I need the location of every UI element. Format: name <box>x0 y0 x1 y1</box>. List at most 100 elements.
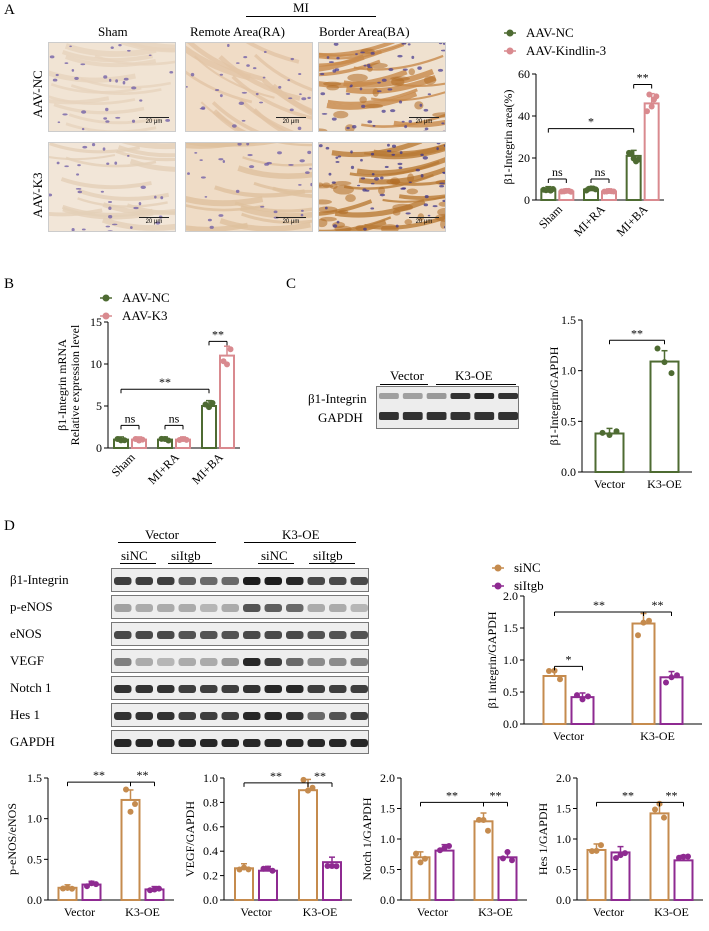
blot-band <box>221 604 239 612</box>
nucleus <box>370 152 375 156</box>
col-header-remote: Remote Area(RA) <box>190 24 285 39</box>
nucleus <box>106 162 110 165</box>
data-point <box>500 855 506 862</box>
data-point <box>88 880 95 887</box>
brown-stain <box>319 184 334 189</box>
sig-label: ** <box>637 71 649 85</box>
blot-band <box>135 631 153 639</box>
d-row-label: Notch 1 <box>10 680 52 695</box>
tissue-fiber <box>217 43 300 64</box>
blot-background <box>112 677 368 699</box>
blot-band <box>157 685 175 693</box>
legend-label: siItgb <box>514 578 544 593</box>
tissue-fiber <box>186 204 265 212</box>
blot-band <box>350 658 368 666</box>
x-tick-label: K3-OE <box>647 477 682 491</box>
nucleus <box>427 93 432 96</box>
data-point <box>60 885 66 892</box>
y-tick-label: 1.5 <box>380 802 395 816</box>
band-gapdh <box>498 412 518 420</box>
nucleus <box>75 188 82 190</box>
nucleus <box>387 88 393 91</box>
nucleus <box>381 78 387 82</box>
tissue-fiber <box>382 187 445 203</box>
nucleus <box>334 68 340 72</box>
nucleus <box>419 103 423 107</box>
nucleus <box>405 212 411 215</box>
tissue-fiber <box>64 43 157 57</box>
blot-band <box>329 685 347 693</box>
nucleus <box>105 225 111 228</box>
nucleus <box>259 101 264 104</box>
chart-d-peNOS: 0.0 0.5 1.0 1.5 p-eNOS/eNOS Vector K3-OE ** ** <box>5 768 174 919</box>
y-tick-label: 1.0 <box>203 771 218 785</box>
nucleus <box>55 73 59 77</box>
micrograph-r1-c0: 20 μm <box>48 142 176 232</box>
data-point <box>446 842 452 849</box>
tissue-fiber <box>101 217 175 231</box>
data-point <box>437 847 443 854</box>
panel-d-label: D <box>4 518 15 534</box>
blot-band <box>114 658 132 666</box>
band-b1integrin <box>498 393 518 399</box>
blot-band <box>157 631 175 639</box>
tissue-fiber <box>115 149 175 162</box>
nucleus <box>287 79 291 82</box>
y-tick-label: 0.0 <box>27 893 42 907</box>
d-sub-line-2 <box>168 563 212 564</box>
nucleus <box>103 117 108 120</box>
brown-stain <box>332 184 354 195</box>
tissue-fiber <box>200 101 282 131</box>
data-point <box>598 842 604 849</box>
blot-band <box>200 685 218 693</box>
d-k3oe-line <box>244 542 356 543</box>
tissue-fiber <box>214 185 306 198</box>
y-axis-label: Notch 1/GAPDH <box>360 797 374 880</box>
brown-stain <box>380 224 399 231</box>
y-tick-label: 0 <box>524 193 530 207</box>
brown-stain <box>334 225 352 231</box>
tissue-fiber <box>254 53 312 99</box>
nucleus <box>277 151 282 155</box>
y-tick-label: 5 <box>96 399 102 413</box>
y-tick-label: 0.2 <box>203 869 218 883</box>
data-point <box>413 850 419 857</box>
brown-stain <box>355 225 365 231</box>
data-point <box>183 436 190 443</box>
nucleus <box>423 130 428 131</box>
nucleus <box>424 127 429 131</box>
nucleus <box>103 75 108 79</box>
sig-label: ** <box>212 327 224 341</box>
nucleus <box>131 86 137 90</box>
blot-band <box>200 712 218 720</box>
blot-band <box>221 631 239 639</box>
c-row-b1integrin: β1-Integrin <box>308 391 367 406</box>
tissue-fiber <box>319 43 407 57</box>
blot-band <box>307 685 325 693</box>
x-tick-label: Vector <box>553 729 584 743</box>
nucleus <box>307 96 311 99</box>
blot-band <box>243 739 261 747</box>
micrograph-r0-c0: 20 μm <box>48 42 176 132</box>
data-point <box>224 361 230 368</box>
blot-band <box>286 604 304 612</box>
sig-label: * <box>588 115 594 129</box>
nucleus <box>380 176 384 180</box>
band-gapdh <box>426 412 447 420</box>
nucleus <box>320 72 325 76</box>
nucleus <box>288 97 293 100</box>
nucleus <box>108 215 113 219</box>
scale-bar: 20 μm <box>276 217 306 226</box>
blot-band <box>200 631 218 639</box>
brown-stain <box>319 199 332 205</box>
nucleus <box>379 193 386 197</box>
y-tick-label: 0.4 <box>203 844 218 858</box>
blot-band <box>286 658 304 666</box>
nucleus <box>361 104 366 108</box>
data-point <box>585 693 591 700</box>
d-blot-strip <box>111 676 369 700</box>
blot-background <box>112 596 368 618</box>
x-tick-label: MI+RA <box>145 450 182 487</box>
data-point <box>644 108 650 115</box>
nucleus <box>107 230 113 231</box>
